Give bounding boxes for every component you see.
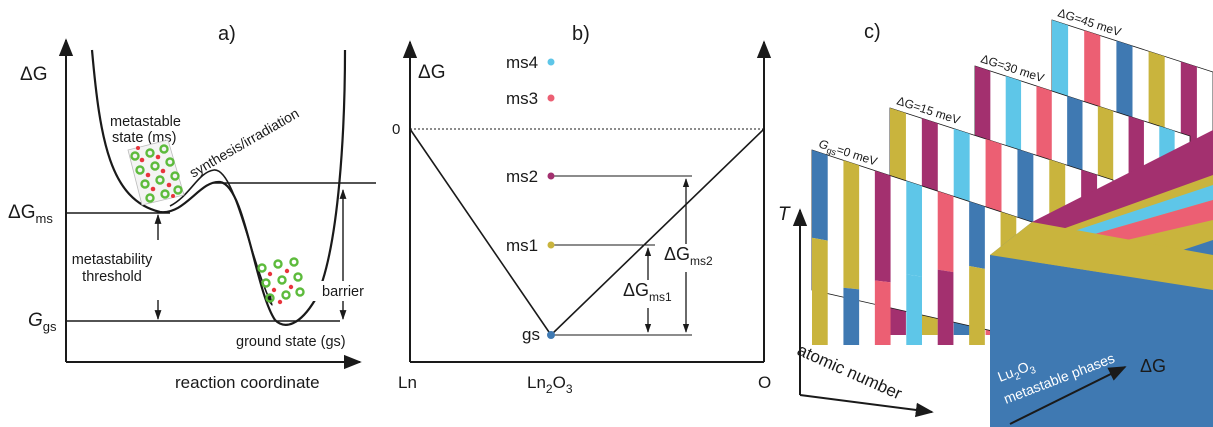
panel-a-y-symbol: ΔG — [20, 64, 47, 85]
atomic-number-label: atomic number — [794, 340, 905, 403]
barrier-label-bg — [313, 281, 373, 301]
panel-b-label: b) — [572, 23, 590, 45]
x-label-ln2o3: Ln2O3 — [527, 373, 573, 396]
gs-label: gs — [522, 325, 540, 344]
ground-crystal-icon — [257, 257, 305, 305]
gs-dot — [547, 331, 555, 339]
slice-stripe-bottom — [843, 287, 860, 345]
slice-stripe-top — [812, 150, 828, 241]
slice-stripe-top — [937, 191, 954, 273]
ms4-label: ms4 — [506, 53, 538, 72]
zero-label: 0 — [392, 121, 400, 138]
ms1-label: ms1 — [506, 236, 538, 255]
panel-c-label: c) — [864, 21, 881, 43]
slice-stripe-bottom — [812, 237, 828, 345]
ms3-label: ms3 — [506, 89, 538, 108]
slice-stripe-bottom — [874, 280, 891, 345]
dG-ms1-bg — [620, 280, 680, 308]
slice-0 — [811, 149, 1033, 345]
panel-b-y-symbol: ΔG — [418, 62, 445, 83]
front-face-top — [990, 222, 1213, 290]
panel-a: a) ΔG synthesis/irradiation ΔGms Ggs met… — [8, 23, 376, 392]
x-axis-label: reaction coordinate — [175, 373, 320, 392]
panel-b: b) ΔG 0 ΔGms1 ΔGms2 ms4 ms3 ms2 ms1 gs L… — [392, 23, 771, 396]
G-gs-label: Ggs — [28, 310, 57, 334]
dG-ms2-bg — [662, 244, 720, 272]
metastable-label-1: metastable — [110, 114, 181, 130]
convex-hull-line — [409, 128, 765, 337]
ms3-dot — [547, 94, 555, 102]
front-face-main — [990, 255, 1213, 427]
dG-axis — [1009, 366, 1127, 425]
threshold-label-2: threshold — [82, 269, 142, 285]
ms2-label: ms2 — [506, 167, 538, 186]
slice-0-label: Ggs=0 meV — [816, 137, 879, 171]
dG-ms-label: ΔGms — [8, 202, 53, 226]
synthesis-label: synthesis/irradiation — [187, 105, 302, 181]
dG-ms2-label: ΔGms2 — [664, 244, 713, 268]
slice-stripe-top — [874, 170, 891, 283]
panel-a-label: a) — [218, 23, 236, 45]
t-axis-label: T — [778, 204, 791, 225]
synthesis-path-arrow — [169, 169, 273, 307]
barrier-label: barrier — [322, 284, 364, 300]
slice-stripe-bottom — [969, 266, 985, 345]
x-label-ln: Ln — [398, 373, 417, 392]
slice-stripe-top — [906, 180, 922, 277]
ground-state-label: ground state (gs) — [236, 334, 346, 350]
slice-stripe-top — [969, 201, 985, 269]
ms2-dot — [547, 172, 555, 180]
threshold-label-1: metastability — [72, 252, 153, 268]
ms4-dot — [547, 58, 555, 66]
metastable-crystal-icon — [127, 139, 185, 206]
slice-stripe-bottom — [906, 274, 922, 345]
dG-axis-label: ΔG — [1140, 356, 1166, 376]
slice-stripe-top — [843, 160, 860, 290]
dG-ms1-label: ΔGms1 — [623, 280, 672, 304]
x-label-o: O — [758, 373, 771, 392]
panel-c: c) — [778, 6, 1213, 427]
ms1-dot — [547, 241, 555, 249]
slice-stripe-bottom — [937, 269, 954, 345]
atomic-number-axis — [799, 394, 934, 418]
